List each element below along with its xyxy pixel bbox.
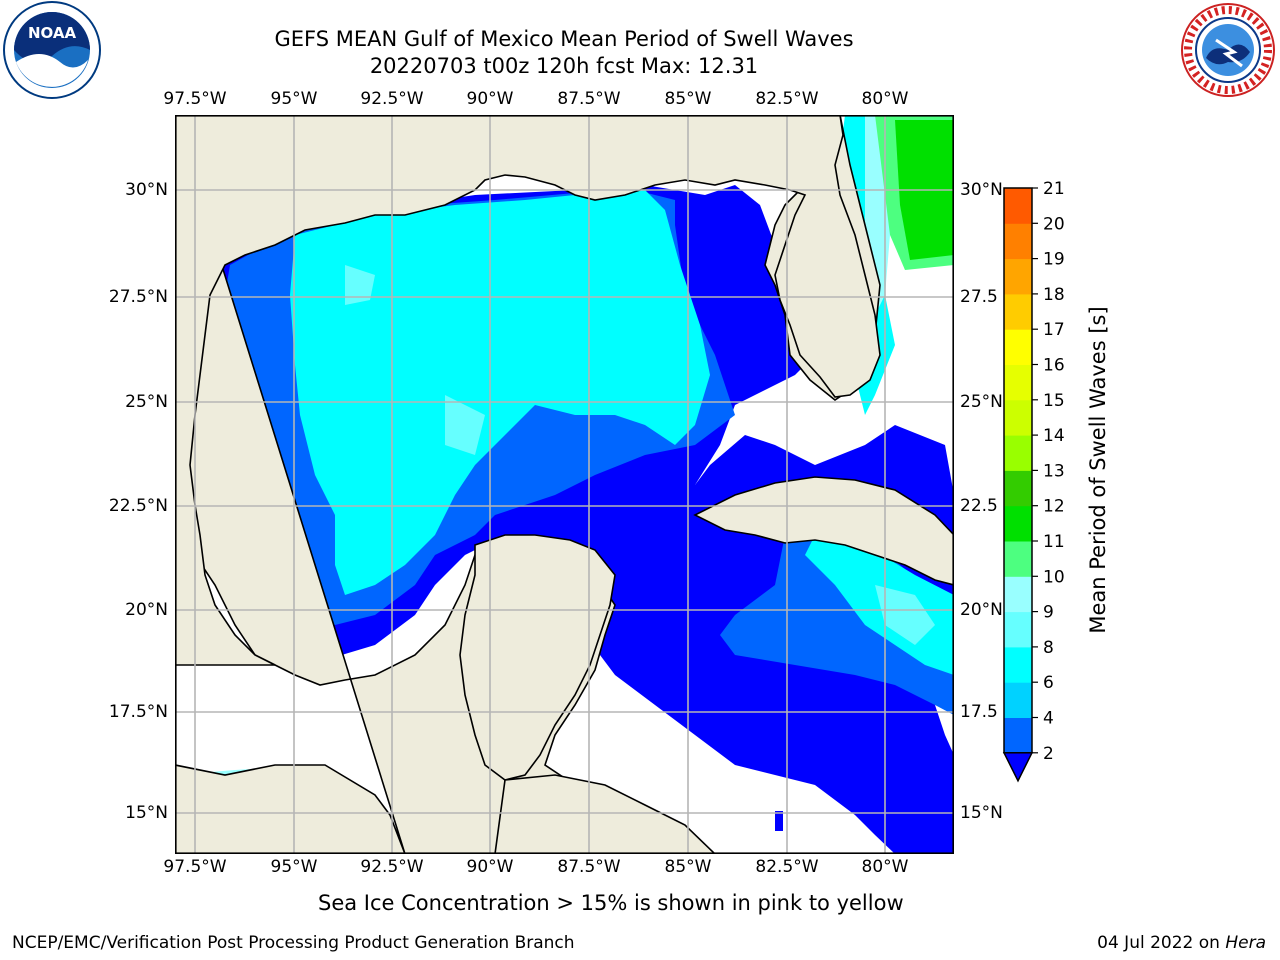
lon-label-bottom: 87.5°W [557, 857, 621, 877]
map-frame [175, 115, 954, 854]
colorbar-tick-label: 16 [1043, 356, 1065, 376]
colorbar-tick-label: 14 [1043, 426, 1065, 446]
colorbar-tick-label: 10 [1043, 567, 1065, 587]
lat-label-left: 27.5°N [108, 287, 168, 307]
chart-subtitle: 20220703 t00z 120h fcst Max: 12.31 [369, 54, 759, 78]
lat-label-right: 22.5 [960, 496, 998, 516]
footer-credit: NCEP/EMC/Verification Post Processing Pr… [12, 933, 575, 953]
colorbar-tick-label: 9 [1043, 603, 1054, 623]
lon-label-bottom: 85°W [664, 857, 712, 877]
swell-period-map [175, 115, 954, 854]
chart-title: GEFS MEAN Gulf of Mexico Mean Period of … [274, 27, 854, 51]
colorbar-segment [1004, 470, 1032, 507]
colorbar-tick-label: 4 [1043, 709, 1054, 729]
lat-label-left: 17.5°N [108, 702, 168, 722]
colorbar-segment [1004, 717, 1032, 754]
colorbar-segment [1004, 611, 1032, 648]
colorbar-tick-label: 17 [1043, 320, 1065, 340]
colorbar-segment [1004, 541, 1032, 577]
colorbar-segment [1004, 364, 1032, 401]
lat-label-right: 27.5 [960, 287, 998, 307]
colorbar-segment [1004, 223, 1032, 260]
colorbar-segment [1004, 576, 1032, 613]
colorbar-under-extension [1002, 752, 1034, 783]
colorbar-tick-label: 21 [1043, 180, 1065, 199]
noaa-logo: NOAA [3, 1, 101, 99]
colorbar-tick-label: 13 [1043, 461, 1065, 481]
colorbar: 2 4 6 8 9 10 11 12 13 14 15 16 17 18 19 20 21 [1002, 180, 1065, 783]
colorbar-tick-label: 19 [1043, 250, 1065, 270]
land-florida [175, 115, 881, 666]
field-4-6s [290, 185, 710, 595]
colorbar-segment [1004, 329, 1032, 365]
colorbar-tick-label: 20 [1043, 214, 1065, 234]
colorbar-segment [1004, 293, 1032, 330]
colorbar-segment [1004, 646, 1032, 683]
colorbar-tick-label: 8 [1043, 638, 1054, 658]
lon-label-bottom: 90°W [466, 857, 514, 877]
lon-label-top: 97.5°W [163, 89, 227, 109]
lon-label-top: 82.5°W [755, 89, 819, 109]
lat-label-right: 30°N [960, 180, 1003, 200]
colorbar-segment [1004, 258, 1032, 295]
lat-label-right: 25°N [960, 392, 1003, 412]
lon-label-top: 95°W [270, 89, 318, 109]
lon-label-bottom: 80°W [861, 857, 909, 877]
colorbar-segment [1004, 505, 1032, 542]
lon-label-top: 87.5°W [557, 89, 621, 109]
colorbar-segment [1004, 435, 1032, 471]
lat-label-left: 20°N [125, 600, 168, 620]
land [175, 115, 954, 854]
lon-label-bottom: 97.5°W [163, 857, 227, 877]
field-6-8s-3 [875, 585, 935, 645]
national-weather-service-logo [1181, 3, 1275, 97]
lon-label-top: 90°W [466, 89, 514, 109]
colorbar-tick-label: 18 [1043, 285, 1065, 305]
lat-label-right: 20°N [960, 600, 1003, 620]
lat-label-right: 17.5 [960, 702, 998, 722]
lon-label-bottom: 82.5°W [755, 857, 819, 877]
colorbar-tick-label: 2 [1043, 744, 1054, 764]
field-6-8s [345, 265, 375, 305]
lon-label-top: 85°W [664, 89, 712, 109]
lat-label-left: 30°N [125, 180, 168, 200]
field-under-2s-patch [905, 833, 950, 854]
sea-ice-note: Sea Ice Concentration > 15% is shown in … [318, 891, 904, 915]
land-yucatan [459, 534, 616, 781]
lon-label-top: 80°W [861, 89, 909, 109]
lat-label-right: 15°N [960, 803, 1003, 823]
land-central-america [494, 774, 717, 854]
colorbar-segment [1004, 682, 1032, 718]
lon-label-bottom: 92.5°W [360, 857, 424, 877]
lon-label-bottom: 95°W [270, 857, 318, 877]
lon-label-top: 92.5°W [360, 89, 424, 109]
lat-label-left: 15°N [125, 803, 168, 823]
colorbar-tick-label: 6 [1043, 673, 1054, 693]
footer-date: 04 Jul 2022 on Hera [1097, 933, 1266, 953]
footer-host: Hera [1225, 933, 1266, 953]
field-6-8s-2 [445, 395, 485, 455]
colorbar-label: Mean Period of Swell Waves [s] [1086, 306, 1110, 634]
footer-date-text: 04 Jul 2022 on [1097, 933, 1226, 953]
colorbar-tick-label: 12 [1043, 497, 1065, 517]
lat-label-left: 22.5°N [108, 496, 168, 516]
colorbar-tick-label: 11 [1043, 532, 1065, 552]
colorbar-tick-label: 15 [1043, 391, 1065, 411]
colorbar-segment [1004, 399, 1032, 436]
graticule [175, 115, 954, 854]
colorbar-segment [1004, 188, 1032, 224]
land-cuba [693, 476, 954, 586]
field-under-2s-patch-2 [775, 811, 783, 831]
svg-text:NOAA: NOAA [28, 24, 77, 42]
lat-label-left: 25°N [125, 392, 168, 412]
